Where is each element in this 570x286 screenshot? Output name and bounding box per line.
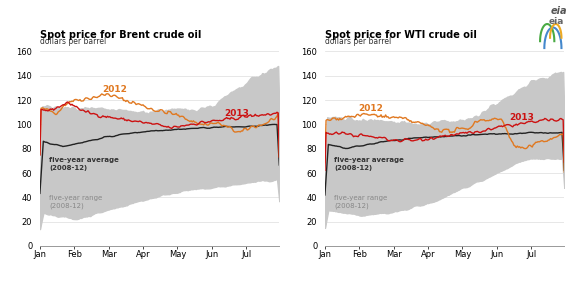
Text: eia: eia — [549, 17, 564, 26]
Text: dollars per barrel: dollars per barrel — [40, 37, 106, 46]
Text: five-year range
(2008-12): five-year range (2008-12) — [49, 195, 102, 209]
Text: five-year average
(2008-12): five-year average (2008-12) — [334, 157, 404, 171]
Text: Spot price for Brent crude oil: Spot price for Brent crude oil — [40, 29, 201, 39]
Text: eia: eia — [551, 6, 567, 16]
Text: 2012: 2012 — [102, 85, 127, 94]
Text: five-year average
(2008-12): five-year average (2008-12) — [49, 157, 119, 171]
Text: Spot price for WTI crude oil: Spot price for WTI crude oil — [325, 29, 477, 39]
Text: 2013: 2013 — [225, 109, 249, 118]
Text: 2012: 2012 — [359, 104, 383, 113]
Text: 2013: 2013 — [510, 112, 534, 122]
Text: five-year range
(2008-12): five-year range (2008-12) — [334, 195, 387, 209]
Text: dollars per barrel: dollars per barrel — [325, 37, 391, 46]
